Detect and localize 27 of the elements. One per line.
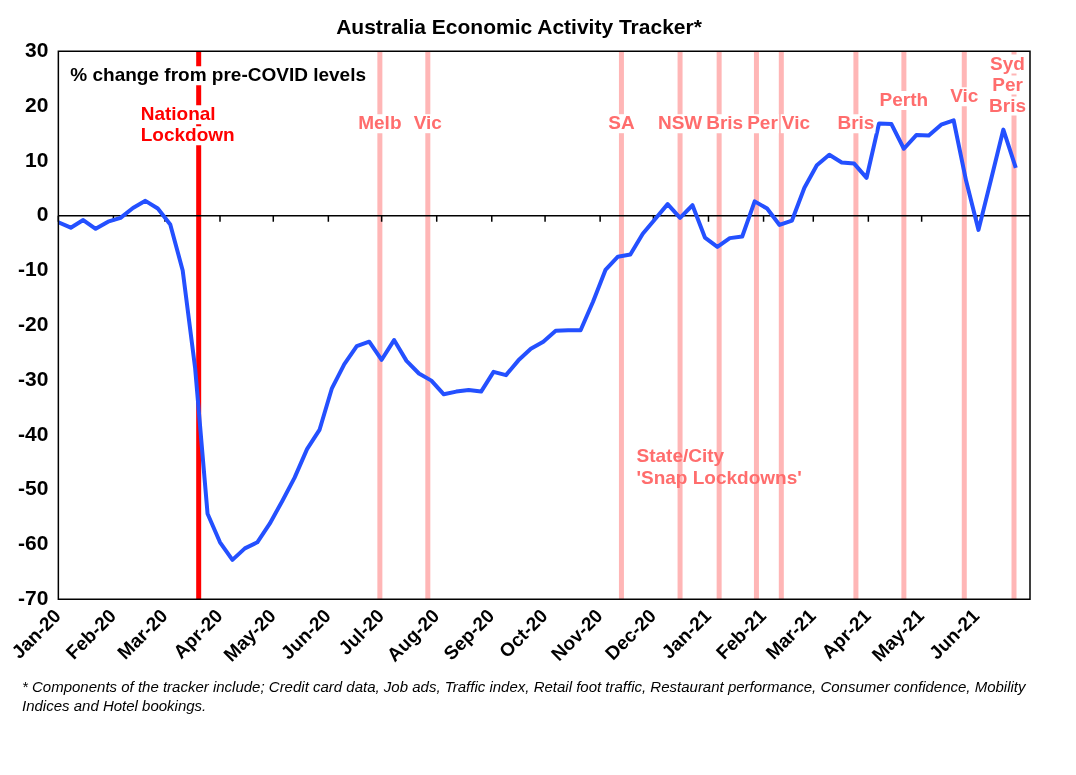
y-axis-title: % change from pre-COVID levels <box>70 64 367 86</box>
y-tick-label: -10 <box>17 257 49 281</box>
y-tick-label: 20 <box>24 92 49 116</box>
y-tick-label: -30 <box>17 366 49 390</box>
ref-line-label: Vic <box>413 112 443 134</box>
y-tick-label: 10 <box>24 147 49 171</box>
annotation: State/City 'Snap Lockdowns' <box>636 445 802 489</box>
ref-line-label: Vic <box>950 85 979 107</box>
y-tick-label: -70 <box>17 586 49 610</box>
ref-line-label: National Lockdown <box>140 103 235 146</box>
ref-line-label: Syd Per Bris <box>989 52 1026 116</box>
y-tick-label: -40 <box>17 421 49 445</box>
y-tick-label: -50 <box>17 476 49 500</box>
ref-line-label: Per <box>747 112 779 134</box>
y-tick-label: -20 <box>17 312 49 336</box>
ref-line-label: Perth <box>879 89 929 111</box>
chart-title: Australia Economic Activity Tracker* <box>336 15 703 39</box>
ref-line-label: NSW <box>657 112 703 134</box>
y-tick-label: 0 <box>36 202 49 226</box>
y-tick-label: 30 <box>24 38 49 61</box>
ref-line-label: Vic <box>781 112 811 134</box>
y-tick-label: -60 <box>17 531 49 555</box>
ref-line-label: Bris <box>706 112 744 134</box>
ref-line-label: Melb <box>358 112 402 134</box>
ref-line-label: SA <box>608 112 635 134</box>
text: * Components of the tracker include; Credit card data, Job ads, Traffic index, Retail foot traffic, Restaurant performance, Consumer confidence, Mobility Indices and Hotel bookings. <box>22 677 1027 715</box>
ref-line-label: Bris <box>837 112 875 134</box>
